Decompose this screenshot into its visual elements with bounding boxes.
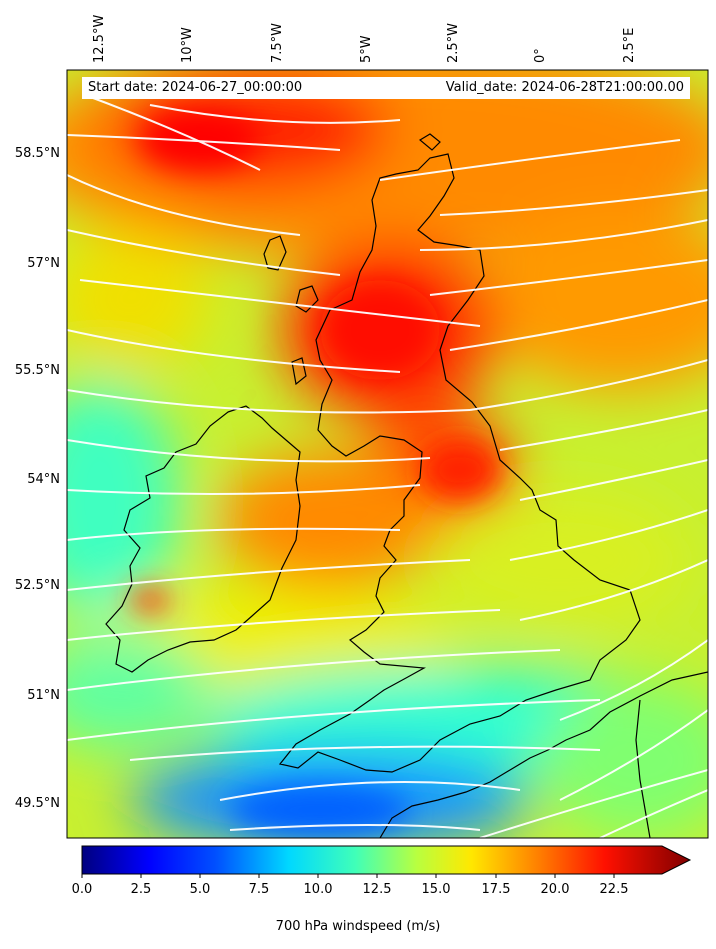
valid-date-label: Valid_date: 2024-06-28T21:00:00.00 — [445, 80, 684, 95]
lon-label: 5°W — [359, 35, 374, 63]
colorbar-tick-label: 7.5 — [248, 882, 270, 897]
colorbar-tick-label: 2.5 — [130, 882, 152, 897]
lat-label: 54°N — [27, 472, 60, 487]
lon-label: 10°W — [180, 27, 195, 63]
lon-label: 2.5°E — [622, 27, 637, 63]
lon-label: 2.5°W — [446, 22, 461, 63]
lat-label: 55.5°N — [14, 363, 60, 378]
colorbar-tick-label: 22.5 — [599, 882, 629, 897]
start-date-label: Start date: 2024-06-27_00:00:00 — [88, 80, 303, 95]
colorbar-tick-label: 20.0 — [540, 882, 570, 897]
colorbar-tick-label: 0.0 — [71, 882, 93, 897]
colorbar-tick-label: 12.5 — [362, 882, 392, 897]
lat-label: 51°N — [27, 688, 60, 703]
lat-label: 52.5°N — [14, 578, 60, 593]
colorbar-tick-label: 15.0 — [421, 882, 451, 897]
colorbar-tick-label: 5.0 — [189, 882, 211, 897]
colorbar-tick-label: 10.0 — [303, 882, 333, 897]
streamlines — [67, 94, 708, 838]
lat-label: 57°N — [27, 256, 60, 271]
lat-label: 49.5°N — [14, 796, 60, 811]
windspeed-field — [67, 70, 708, 838]
map-frame — [66, 69, 709, 839]
date-info-box: Start date: 2024-06-27_00:00:00 Valid_da… — [82, 77, 690, 99]
coastline — [105, 133, 708, 838]
lon-label: 12.5°W — [92, 14, 107, 63]
colorbar-tick-label: 17.5 — [481, 882, 511, 897]
colorbar — [81, 845, 692, 878]
lat-label: 58.5°N — [14, 146, 60, 161]
lon-label: 7.5°W — [270, 22, 285, 63]
lon-label: 0° — [533, 48, 548, 63]
colorbar-title: 700 hPa windspeed (m/s) — [275, 919, 441, 934]
